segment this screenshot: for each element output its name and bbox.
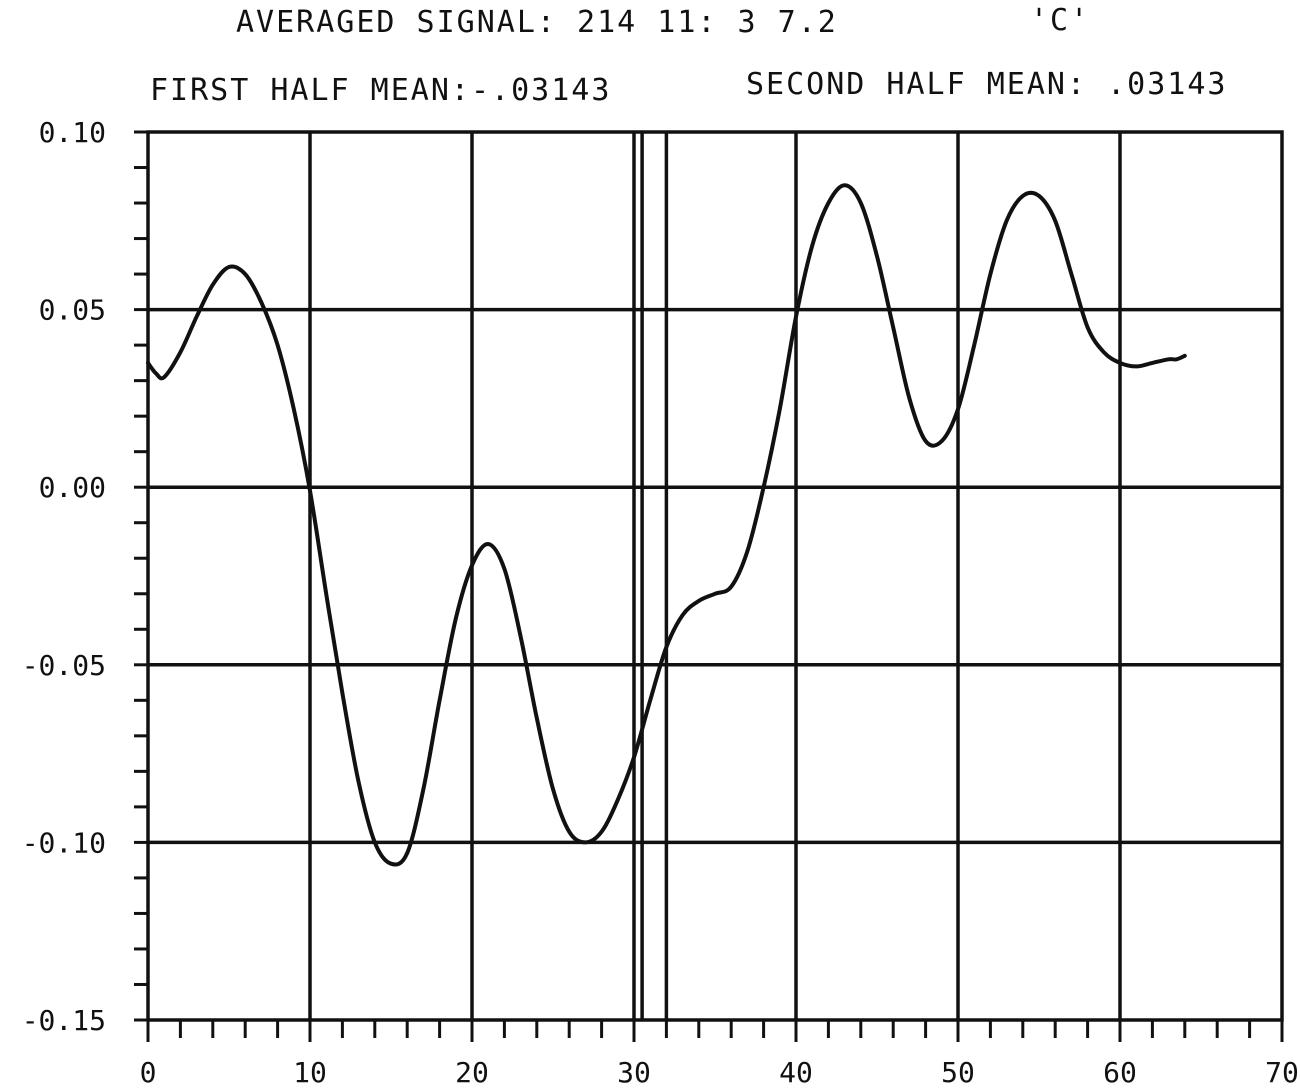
y-tick-label: 0.00 xyxy=(39,471,106,504)
header-channel-label: 'C' xyxy=(1030,3,1090,38)
plot-frame xyxy=(146,130,1284,1022)
x-tick-label: 30 xyxy=(617,1056,651,1088)
x-tick-label: 40 xyxy=(779,1056,813,1088)
x-tick-label: 0 xyxy=(140,1056,157,1088)
tick-labels: 0 10 20 30 40 50 60 70 0.10 0.05 0.00 -0.05 -0.10 -0.… xyxy=(22,116,1299,1088)
header-second-half-mean: SECOND HALF MEAN: .03143 xyxy=(746,67,1227,102)
y-tick-label: 0.10 xyxy=(39,116,106,149)
header-first-half-mean: FIRST HALF MEAN:-.03143 xyxy=(150,73,611,108)
x-tick-label: 60 xyxy=(1103,1056,1137,1088)
x-tick-label: 70 xyxy=(1265,1056,1299,1088)
y-tick-label: -0.10 xyxy=(22,826,106,859)
y-tick-label: -0.05 xyxy=(22,649,106,682)
y-tick-label: 0.05 xyxy=(39,294,106,327)
x-tick-label: 10 xyxy=(293,1056,327,1088)
x-tick-label: 20 xyxy=(455,1056,489,1088)
axis-ticks xyxy=(134,130,1284,1042)
header-averaged-signal: AVERAGED SIGNAL: 214 11: 3 7.2 xyxy=(236,5,838,40)
y-tick-label: -0.15 xyxy=(22,1004,106,1037)
signal-line xyxy=(146,183,1187,867)
x-tick-label: 50 xyxy=(941,1056,975,1088)
grid xyxy=(148,132,1282,1020)
